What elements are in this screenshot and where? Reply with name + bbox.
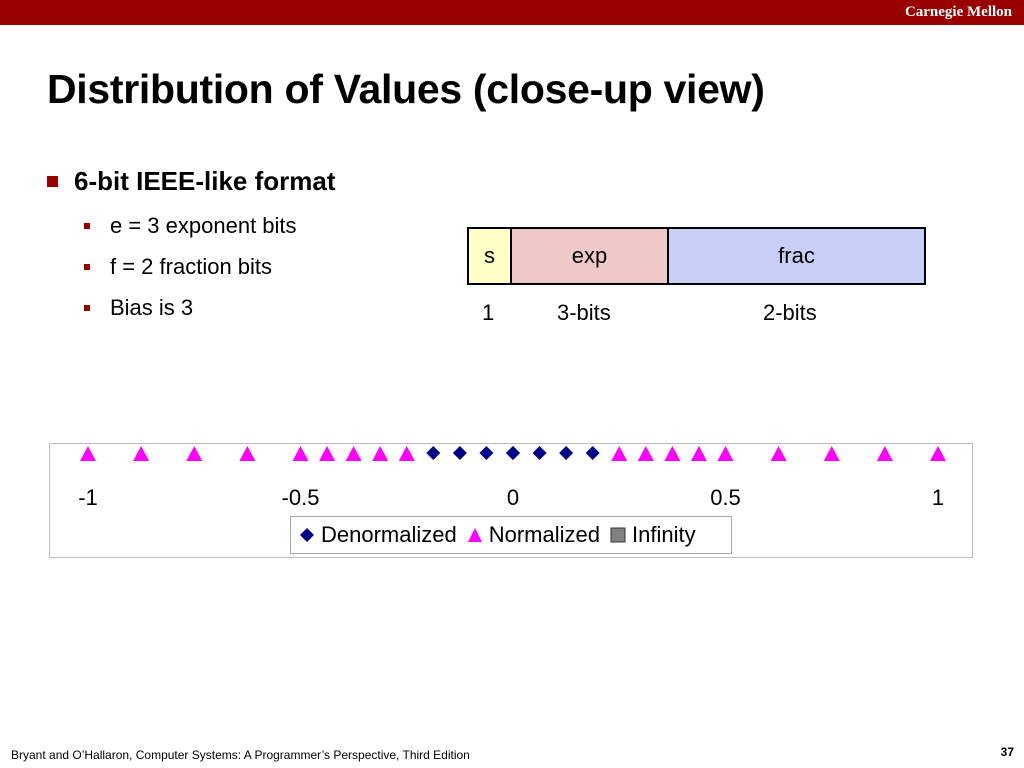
normalized-point [239,446,256,461]
sub-bullet-fraction: f = 2 fraction bits [84,254,272,280]
normalized-point [770,446,787,461]
bit-format-diagram: s exp frac [467,227,926,285]
normalized-point [690,446,707,461]
sub-bullet-square-icon [84,264,90,270]
sub-bullet-bias: Bias is 3 [84,295,193,321]
denormalized-point [559,446,574,460]
normalized-point [930,446,946,461]
header-bar: Carnegie Mellon [0,0,1024,25]
legend-item-infinity: Infinity [610,522,696,548]
denormalized-point [506,446,520,460]
normalized-point [664,446,681,461]
x-tick-label: -0.5 [282,485,320,510]
normalized-point [823,446,840,461]
normalized-point [398,446,415,461]
sub-bullet-text: e = 3 exponent bits [110,213,297,238]
legend-item-denormalized: Denormalized [299,522,457,548]
legend-item-normalized: Normalized [467,522,600,548]
sub-bullet-text: Bias is 3 [110,295,194,320]
main-bullet: 6-bit IEEE-like format [47,166,336,197]
denormalized-point [532,446,547,460]
normalized-point [637,446,654,461]
square-icon [610,527,626,543]
sign-bit-count: 1 [482,300,495,325]
denormalized-point [479,446,494,460]
exponent-field: exp [512,227,669,285]
bullet-square-icon [47,176,58,187]
normalized-point [876,446,893,461]
institution-name: Carnegie Mellon [904,4,1012,20]
normalized-point [611,446,628,461]
legend-label-infinity: Infinity [632,522,696,547]
exponent-bit-count: 3-bits [557,300,611,325]
x-tick-label: 0 [507,485,519,510]
denormalized-point [452,446,467,460]
denormalized-point [426,446,441,460]
fraction-bit-count: 2-bits [763,300,817,325]
legend-label-denormalized: Denormalized [321,522,457,547]
x-tick-label: 1 [932,485,944,510]
chart-canvas: -1 -0.5 0 0.5 1 [78,446,946,510]
sub-bullet-square-icon [84,305,90,311]
normalized-point [80,446,96,461]
normalized-point [292,446,309,461]
legend-label-normalized: Normalized [488,522,600,547]
normalized-point [186,446,203,461]
denormalized-point [585,446,600,460]
normalized-point [345,446,362,461]
sub-bullet-exponent: e = 3 exponent bits [84,213,297,239]
main-bullet-text: 6-bit IEEE-like format [74,166,336,196]
normalized-point [319,446,336,461]
footer-citation: Bryant and O’Hallaron, Computer Systems:… [11,748,470,762]
sign-field: s [467,227,512,285]
fraction-field: frac [669,227,926,285]
x-tick-label: -1 [78,485,98,510]
x-tick-label: 0.5 [710,485,741,510]
diamond-icon [300,528,314,542]
chart-legend: Denormalized Normalized Infinity [290,516,732,554]
normalized-point [717,446,734,461]
slide-title: Distribution of Values (close-up view) [47,66,765,112]
page-number: 37 [1000,745,1014,759]
sub-bullet-square-icon [84,223,90,229]
normalized-point [372,446,389,461]
triangle-icon [467,528,482,542]
sub-bullet-text: f = 2 fraction bits [110,254,273,279]
normalized-point [133,446,150,461]
